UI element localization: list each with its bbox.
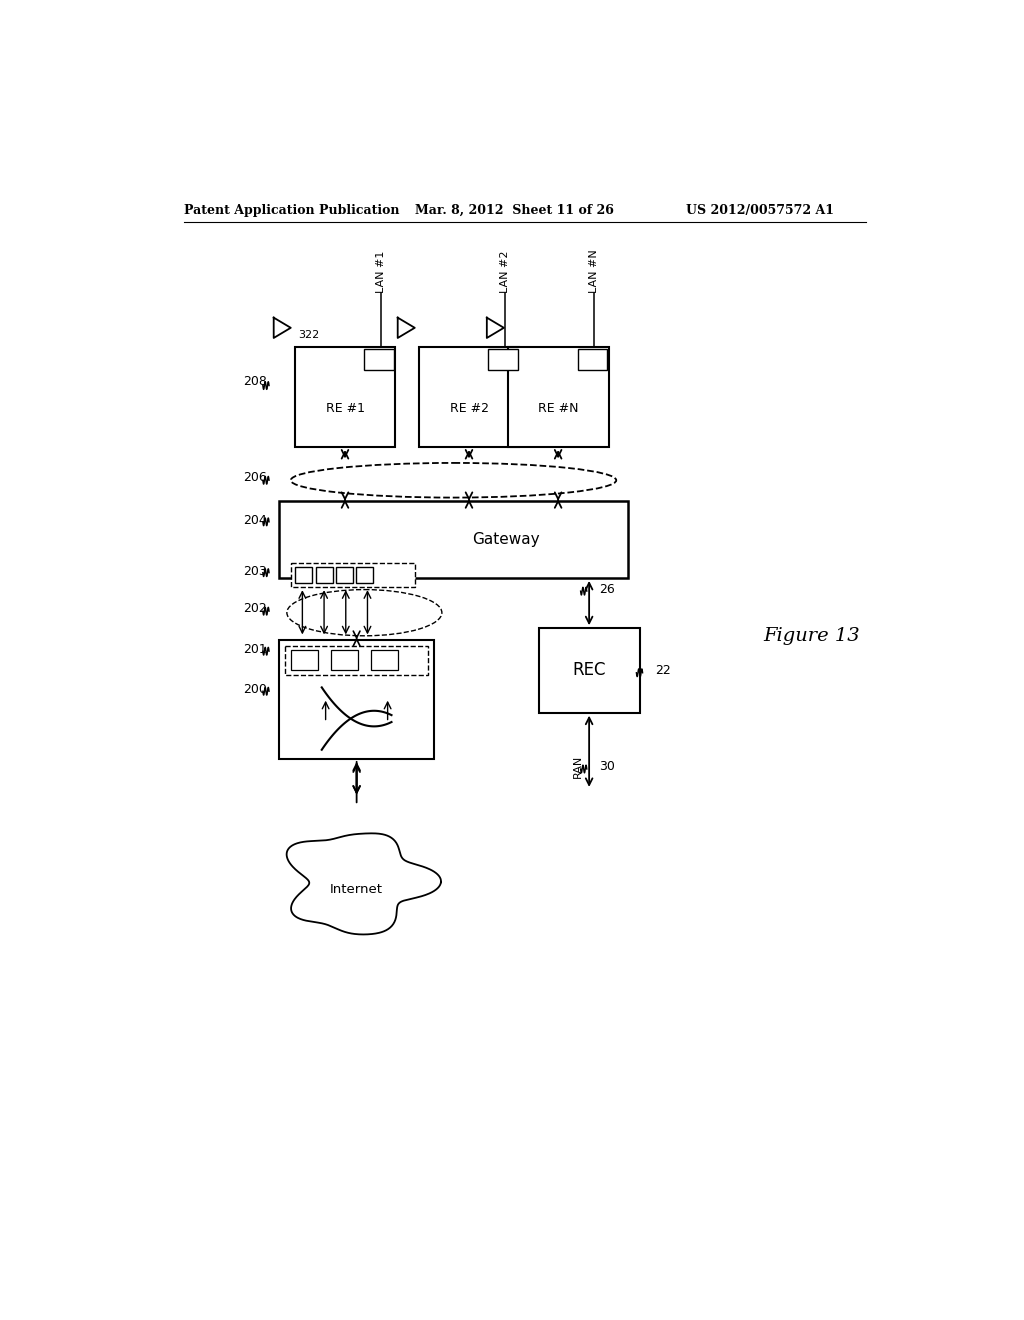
Bar: [315, 566, 333, 583]
Ellipse shape: [291, 463, 616, 498]
Text: REC: REC: [572, 661, 606, 680]
Text: LAN #N: LAN #N: [589, 249, 599, 293]
Text: US 2012/0057572 A1: US 2012/0057572 A1: [686, 205, 834, 218]
Text: RE #2: RE #2: [450, 403, 488, 416]
Text: Internet: Internet: [330, 883, 383, 896]
Bar: [291, 651, 317, 669]
Bar: [488, 348, 518, 370]
Bar: [291, 562, 415, 587]
Bar: [508, 347, 608, 447]
Bar: [336, 566, 352, 583]
Text: 201: 201: [243, 643, 266, 656]
Bar: [356, 566, 373, 583]
Text: 22: 22: [655, 664, 671, 677]
Ellipse shape: [287, 590, 442, 636]
Bar: [295, 347, 395, 447]
Text: 206: 206: [243, 471, 266, 484]
Text: LAN #2: LAN #2: [500, 251, 510, 293]
Bar: [286, 645, 428, 675]
Bar: [331, 651, 358, 669]
Bar: [365, 348, 394, 370]
Bar: [419, 347, 519, 447]
Text: RE #1: RE #1: [326, 403, 365, 416]
Bar: [295, 566, 312, 583]
Text: 203: 203: [243, 565, 266, 578]
Bar: [539, 628, 640, 713]
Text: 208: 208: [243, 375, 266, 388]
Text: RE #N: RE #N: [538, 403, 579, 416]
Text: Patent Application Publication: Patent Application Publication: [183, 205, 399, 218]
Text: 26: 26: [599, 583, 615, 597]
Text: Figure 13: Figure 13: [764, 627, 860, 644]
Text: RAN: RAN: [572, 755, 583, 779]
Bar: [372, 651, 398, 669]
Bar: [578, 348, 607, 370]
Text: 200: 200: [243, 684, 266, 696]
Text: 30: 30: [599, 760, 615, 774]
Text: Gateway: Gateway: [472, 532, 540, 546]
Bar: [280, 502, 628, 578]
Text: 322: 322: [299, 330, 319, 341]
Text: LAN #1: LAN #1: [376, 251, 386, 293]
Text: 202: 202: [243, 602, 266, 615]
Text: Mar. 8, 2012  Sheet 11 of 26: Mar. 8, 2012 Sheet 11 of 26: [415, 205, 613, 218]
Bar: [280, 640, 434, 759]
Text: 204: 204: [243, 513, 266, 527]
